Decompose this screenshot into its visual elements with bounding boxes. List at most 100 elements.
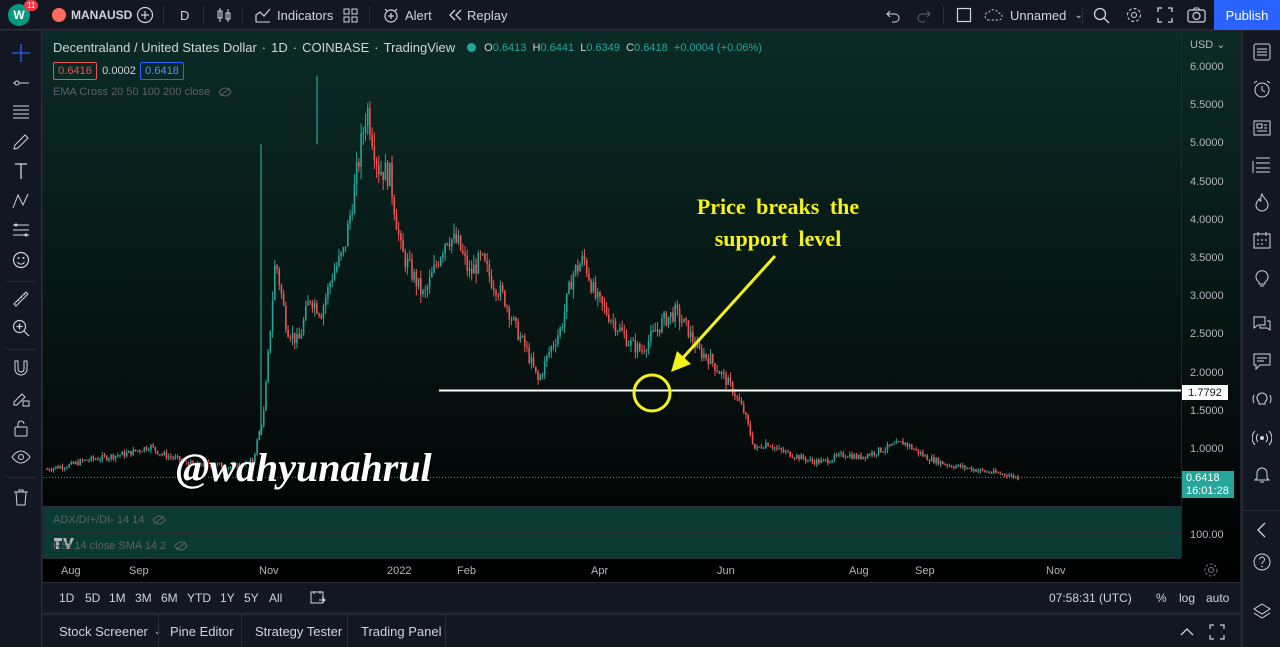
- trend-line-tool[interactable]: [9, 71, 33, 95]
- tab-strategy-tester[interactable]: Strategy Tester: [255, 615, 342, 647]
- pattern-tool[interactable]: [9, 189, 33, 213]
- alert-button[interactable]: Alert: [382, 0, 432, 30]
- chevron-up-icon[interactable]: [1179, 624, 1195, 640]
- chats-button[interactable]: [1251, 313, 1273, 335]
- candle-body: [886, 444, 889, 451]
- streams-button[interactable]: [1251, 388, 1273, 410]
- hide-drawings-tool[interactable]: [9, 445, 33, 469]
- object-tree-button[interactable]: [1251, 551, 1273, 573]
- measure-tool[interactable]: [9, 287, 33, 311]
- ideas-button[interactable]: [1251, 267, 1273, 289]
- layers-button[interactable]: [1251, 601, 1273, 623]
- range-button-5y[interactable]: 5Y: [244, 591, 259, 605]
- compare-symbol-button[interactable]: [136, 0, 154, 30]
- magnet-tool[interactable]: [9, 356, 33, 380]
- brush-tool[interactable]: [9, 130, 33, 154]
- settings-button[interactable]: [1125, 0, 1143, 30]
- log-toggle[interactable]: log: [1179, 591, 1196, 605]
- templates-button[interactable]: [342, 0, 359, 30]
- range-button-3m[interactable]: 3M: [135, 591, 152, 605]
- time-tick: Sep: [915, 565, 935, 577]
- interval-button[interactable]: D: [180, 0, 189, 30]
- candle-body: [893, 443, 895, 445]
- details-button[interactable]: [1251, 154, 1273, 176]
- candle-body: [415, 271, 418, 287]
- candle-body: [196, 462, 199, 466]
- hotlists-button[interactable]: [1251, 191, 1273, 213]
- chart-type-button[interactable]: [215, 0, 233, 30]
- candle-body: [207, 461, 210, 465]
- range-button-6m[interactable]: 6M: [161, 591, 178, 605]
- zoom-tool[interactable]: [9, 316, 33, 340]
- watchlist-button[interactable]: [1251, 41, 1273, 63]
- user-avatar[interactable]: W 11: [8, 0, 39, 30]
- time-axis[interactable]: Aug Sep Nov 2022 Feb Apr Jun Aug Sep Nov: [43, 558, 1181, 582]
- candle-body: [933, 457, 935, 464]
- icons-tool[interactable]: [9, 248, 33, 272]
- chart-pane[interactable]: Decentraland / United States Dollar · 1D…: [43, 31, 1240, 582]
- symbol-title: Decentraland / United States Dollar: [53, 40, 257, 55]
- range-button-all[interactable]: All: [269, 591, 283, 605]
- fullscreen-button[interactable]: [1157, 0, 1173, 30]
- tab-pine-editor[interactable]: Pine Editor: [170, 615, 234, 647]
- utc-clock[interactable]: 07:58:31 (UTC): [1049, 591, 1132, 605]
- candle-body: [720, 372, 723, 375]
- chart-legend: Decentraland / United States Dollar · 1D…: [53, 40, 762, 55]
- lock-drawings-tool[interactable]: [9, 416, 33, 440]
- eye-off-icon: [218, 87, 232, 97]
- search-button[interactable]: [1093, 0, 1110, 30]
- fullscreen-layout-button[interactable]: [956, 0, 972, 30]
- candle-body: [371, 134, 373, 147]
- messages-button[interactable]: [1251, 350, 1273, 372]
- collapse-right-panel[interactable]: [1251, 519, 1273, 541]
- range-button-ytd[interactable]: YTD: [187, 591, 211, 605]
- annotation-text: Price breaks the support level: [658, 191, 898, 255]
- undo-button[interactable]: [885, 0, 901, 30]
- go-to-date-icon[interactable]: [310, 590, 326, 606]
- redo-button[interactable]: [916, 0, 932, 30]
- range-button-5d[interactable]: 5D: [85, 591, 101, 605]
- snapshot-button[interactable]: [1187, 0, 1206, 30]
- rewind-icon: [449, 9, 462, 21]
- candle-body: [652, 330, 654, 332]
- ema-indicator-legend[interactable]: EMA Cross 20 50 100 200 close: [53, 86, 232, 98]
- adx-pane[interactable]: ADX/DI+/DI- 14 14: [43, 506, 1181, 532]
- remove-drawings-tool[interactable]: [9, 485, 33, 509]
- sell-button[interactable]: 0.6416: [53, 62, 97, 80]
- percent-toggle[interactable]: %: [1156, 591, 1167, 605]
- fib-tool[interactable]: [9, 100, 33, 124]
- replay-button[interactable]: Replay: [447, 0, 507, 30]
- candle-body: [508, 307, 511, 320]
- maximize-panel-icon[interactable]: [1209, 624, 1225, 640]
- currency-selector[interactable]: USD ⌄: [1190, 39, 1226, 51]
- range-button-1y[interactable]: 1Y: [220, 591, 235, 605]
- symbol-search[interactable]: MANAUSD: [52, 0, 132, 30]
- flame-icon: [1255, 192, 1269, 212]
- axis-settings-icon[interactable]: [1203, 562, 1219, 578]
- auto-toggle[interactable]: auto: [1206, 591, 1230, 605]
- tab-trading-panel[interactable]: Trading Panel: [361, 615, 441, 647]
- candle-body: [585, 260, 588, 274]
- publish-button[interactable]: Publish: [1214, 0, 1280, 30]
- candle-body: [519, 336, 522, 340]
- stay-drawing-tool[interactable]: [9, 386, 33, 410]
- broadcast-button[interactable]: [1251, 427, 1273, 449]
- rsi-pane[interactable]: RSI 14 close SMA 14 2: [43, 532, 1181, 558]
- cloud-icon: [984, 9, 1003, 21]
- notifications-button[interactable]: [1251, 463, 1273, 485]
- alerts-button[interactable]: [1251, 78, 1273, 100]
- prediction-tool[interactable]: [9, 218, 33, 242]
- tab-stock-screener[interactable]: Stock Screener ⌄: [59, 615, 161, 647]
- calendar-button[interactable]: [1251, 229, 1273, 251]
- candle-body: [647, 340, 650, 351]
- crosshair-tool[interactable]: [9, 41, 33, 65]
- indicators-button[interactable]: Indicators: [254, 0, 333, 30]
- candle-body: [1003, 473, 1006, 476]
- range-button-1d[interactable]: 1D: [59, 591, 75, 605]
- price-scale[interactable]: USD ⌄ 6.0000 5.5000 5.0000 4.5000 4.0000 3.50…: [1181, 31, 1240, 558]
- layout-menu[interactable]: Unnamed ⌄: [984, 0, 1083, 30]
- news-button[interactable]: [1251, 117, 1273, 139]
- text-tool[interactable]: [9, 159, 33, 183]
- buy-button[interactable]: 0.6418: [140, 62, 184, 80]
- range-button-1m[interactable]: 1M: [109, 591, 126, 605]
